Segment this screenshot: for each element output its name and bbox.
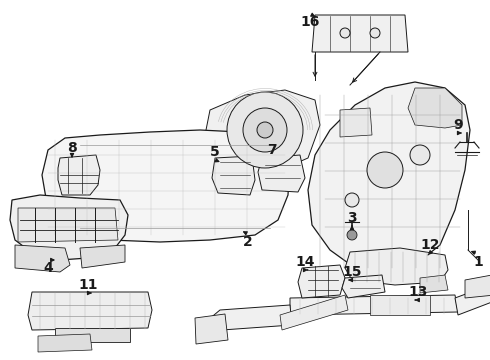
- Circle shape: [367, 152, 403, 188]
- Polygon shape: [38, 334, 92, 352]
- Circle shape: [243, 108, 287, 152]
- Polygon shape: [15, 245, 70, 272]
- Polygon shape: [280, 295, 348, 330]
- Text: 2: 2: [243, 235, 253, 249]
- Circle shape: [257, 122, 273, 138]
- Polygon shape: [465, 275, 490, 298]
- Text: 15: 15: [342, 265, 362, 279]
- Polygon shape: [58, 155, 100, 195]
- Text: 4: 4: [43, 261, 53, 275]
- Circle shape: [370, 28, 380, 38]
- Polygon shape: [205, 90, 320, 168]
- Circle shape: [345, 193, 359, 207]
- Circle shape: [340, 28, 350, 38]
- Text: 3: 3: [347, 211, 357, 225]
- Polygon shape: [345, 248, 448, 285]
- Text: 5: 5: [210, 145, 220, 159]
- Polygon shape: [195, 314, 228, 344]
- Polygon shape: [408, 88, 462, 128]
- Polygon shape: [298, 265, 345, 298]
- Polygon shape: [212, 156, 255, 195]
- Text: 14: 14: [295, 255, 315, 269]
- Text: 12: 12: [420, 238, 440, 252]
- Text: 1: 1: [473, 255, 483, 269]
- Text: 16: 16: [300, 15, 319, 29]
- Polygon shape: [208, 305, 292, 330]
- Polygon shape: [55, 328, 130, 342]
- Polygon shape: [312, 15, 408, 52]
- Polygon shape: [342, 275, 385, 298]
- Polygon shape: [370, 295, 430, 315]
- Polygon shape: [340, 108, 372, 137]
- Circle shape: [227, 92, 303, 168]
- Polygon shape: [80, 245, 125, 268]
- Polygon shape: [290, 295, 458, 315]
- Polygon shape: [18, 208, 118, 242]
- Polygon shape: [420, 275, 448, 293]
- Text: 11: 11: [78, 278, 98, 292]
- Polygon shape: [308, 82, 470, 275]
- Polygon shape: [42, 130, 290, 242]
- Polygon shape: [258, 155, 305, 192]
- Circle shape: [410, 145, 430, 165]
- Polygon shape: [28, 292, 152, 330]
- Polygon shape: [10, 195, 128, 260]
- Text: 13: 13: [408, 285, 428, 299]
- Text: 9: 9: [453, 118, 463, 132]
- Circle shape: [347, 230, 357, 240]
- Polygon shape: [455, 285, 490, 315]
- Text: 8: 8: [67, 141, 77, 155]
- Text: 7: 7: [267, 143, 277, 157]
